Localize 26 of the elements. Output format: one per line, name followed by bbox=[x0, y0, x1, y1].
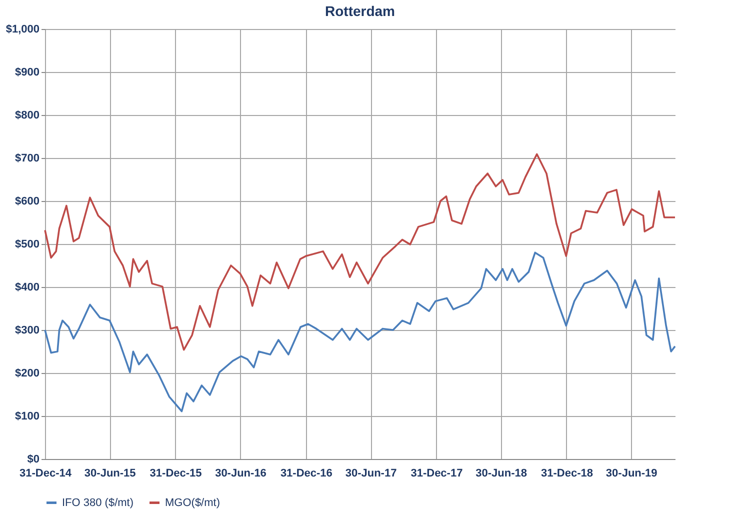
legend-label: IFO 380 ($/mt) bbox=[62, 496, 134, 509]
x-tick-label: 31-Dec-18 bbox=[541, 468, 593, 480]
x-tick-label: 30-Jun-18 bbox=[476, 468, 527, 480]
y-tick-label: $500 bbox=[15, 238, 40, 250]
x-tick-label: 31-Dec-14 bbox=[20, 468, 72, 480]
x-tick-label: 31-Dec-17 bbox=[410, 468, 463, 480]
y-tick-label: $200 bbox=[15, 368, 40, 380]
y-tick-label: $1,000 bbox=[6, 24, 40, 36]
x-tick-label: 30-Jun-17 bbox=[345, 468, 397, 480]
y-tick-label: $800 bbox=[15, 110, 40, 122]
line-series bbox=[44, 252, 676, 412]
y-tick-label: $100 bbox=[15, 410, 40, 422]
y-tick-label: $700 bbox=[15, 152, 40, 164]
y-tick-label: $0 bbox=[27, 454, 40, 466]
chart-title: Rotterdam bbox=[324, 3, 396, 19]
line-series bbox=[44, 153, 676, 351]
x-tick-label: 30-Jun-15 bbox=[84, 468, 136, 480]
y-tick-label: $400 bbox=[15, 282, 40, 294]
y-tick-label: $900 bbox=[15, 66, 40, 78]
x-tick-label: 31-Dec-15 bbox=[150, 468, 202, 480]
y-tick-label: $600 bbox=[15, 196, 40, 208]
x-tick-label: 31-Dec-16 bbox=[280, 468, 332, 480]
legend-label: MGO($/mt) bbox=[165, 496, 220, 509]
y-tick-label: $300 bbox=[15, 324, 40, 336]
x-tick-label: 30-Jun-16 bbox=[215, 468, 266, 480]
x-tick-label: 30-Jun-19 bbox=[606, 468, 658, 480]
